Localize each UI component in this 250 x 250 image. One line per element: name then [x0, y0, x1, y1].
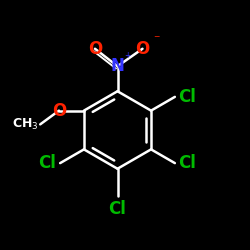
Text: Cl: Cl — [38, 154, 56, 172]
Text: $^-$: $^-$ — [152, 34, 161, 44]
Text: N: N — [110, 57, 124, 75]
Text: O: O — [52, 102, 66, 120]
Text: Cl: Cl — [178, 154, 196, 172]
Text: Cl: Cl — [108, 200, 126, 218]
Text: Cl: Cl — [178, 88, 196, 106]
Text: CH$_3$: CH$_3$ — [12, 117, 39, 132]
Text: O: O — [88, 40, 102, 58]
Text: $^+$: $^+$ — [123, 51, 132, 61]
Text: O: O — [136, 40, 149, 58]
